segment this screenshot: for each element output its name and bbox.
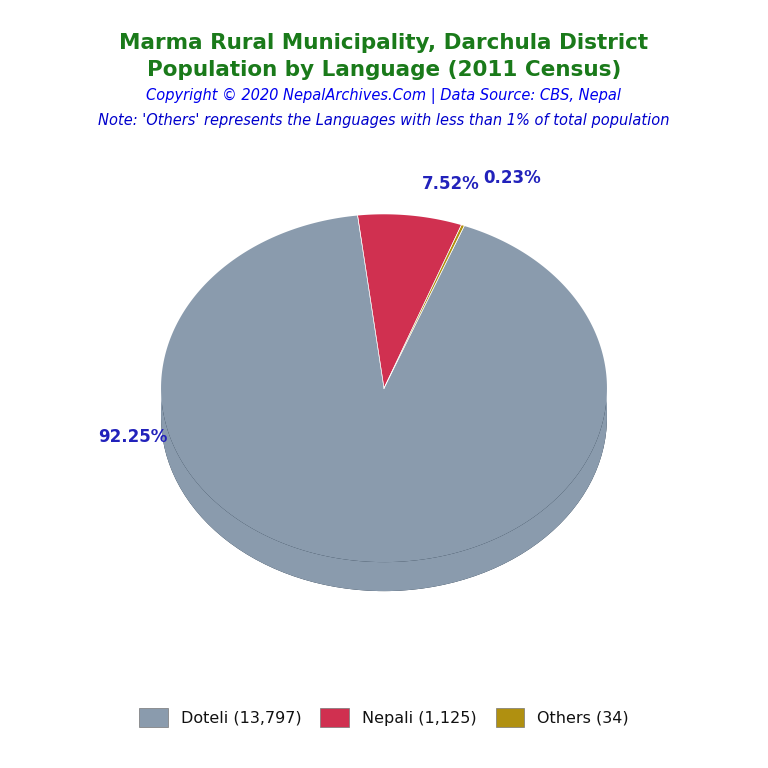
Polygon shape bbox=[358, 214, 462, 388]
Text: Copyright © 2020 NepalArchives.Com | Data Source: CBS, Nepal: Copyright © 2020 NepalArchives.Com | Dat… bbox=[147, 88, 621, 104]
Polygon shape bbox=[384, 225, 465, 388]
Text: Population by Language (2011 Census): Population by Language (2011 Census) bbox=[147, 60, 621, 80]
Polygon shape bbox=[161, 389, 607, 591]
Polygon shape bbox=[161, 216, 607, 562]
Text: 7.52%: 7.52% bbox=[422, 175, 479, 194]
Ellipse shape bbox=[161, 243, 607, 591]
Text: 92.25%: 92.25% bbox=[98, 429, 168, 446]
Text: 0.23%: 0.23% bbox=[484, 169, 541, 187]
Text: Note: 'Others' represents the Languages with less than 1% of total population: Note: 'Others' represents the Languages … bbox=[98, 113, 670, 128]
Legend: Doteli (13,797), Nepali (1,125), Others (34): Doteli (13,797), Nepali (1,125), Others … bbox=[133, 702, 635, 733]
Text: Marma Rural Municipality, Darchula District: Marma Rural Municipality, Darchula Distr… bbox=[120, 33, 648, 53]
